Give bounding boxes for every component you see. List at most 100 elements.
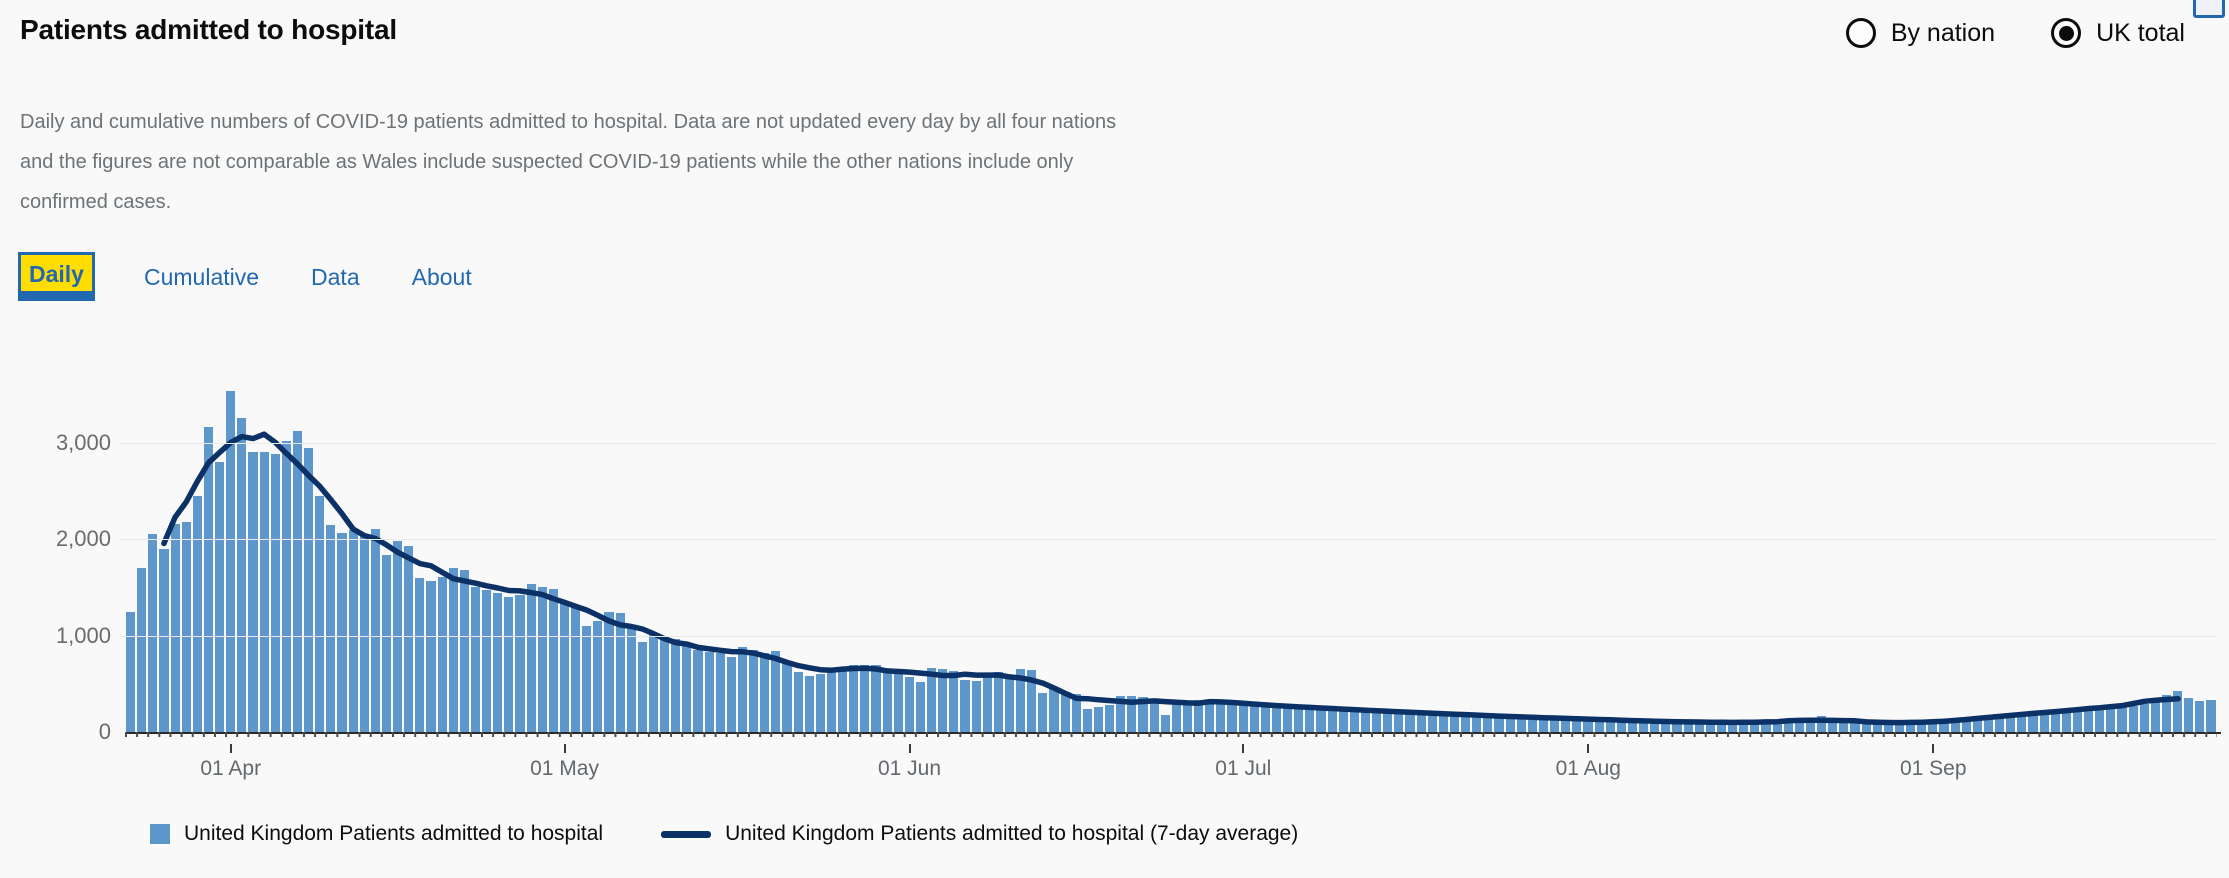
average-polyline — [161, 431, 2181, 726]
bar — [2106, 705, 2116, 732]
bar — [1917, 722, 1927, 732]
bar — [226, 390, 236, 732]
bar — [960, 679, 970, 732]
bar — [337, 533, 347, 732]
bar — [938, 669, 948, 732]
bar — [2061, 710, 2071, 732]
bar — [1538, 717, 1548, 732]
bar — [1494, 716, 1504, 732]
bar — [1828, 720, 1838, 732]
bar — [159, 548, 169, 732]
bar — [1939, 721, 1949, 732]
radio-uk-total[interactable]: UK total — [2051, 18, 2185, 48]
bar — [1928, 722, 1938, 732]
bar — [726, 656, 736, 732]
radio-by-nation-label: By nation — [1890, 18, 1996, 47]
bar — [2039, 712, 2049, 732]
bar — [715, 652, 725, 732]
bar — [1995, 716, 2005, 732]
bar — [849, 664, 859, 732]
bar — [1572, 718, 1582, 732]
gridline — [120, 442, 2217, 444]
bar — [660, 637, 670, 732]
bar — [426, 580, 436, 732]
bar — [1138, 697, 1148, 732]
bar — [704, 652, 714, 732]
bar — [1372, 710, 1382, 732]
legend-average-label: United Kingdom Patients admitted to hosp… — [725, 822, 1299, 845]
bar — [1739, 722, 1749, 732]
bar — [1783, 721, 1793, 732]
bar — [1060, 691, 1070, 732]
bar — [860, 665, 870, 732]
bar — [281, 440, 291, 732]
bar — [1906, 723, 1916, 732]
bar — [2095, 707, 2105, 732]
bar — [1883, 721, 1893, 732]
legend-item-daily: United Kingdom Patients admitted to hosp… — [150, 822, 603, 846]
tab-daily[interactable]: Daily — [18, 252, 95, 301]
bar — [515, 595, 525, 732]
y-axis-label: 2,000 — [55, 526, 111, 552]
bar — [1171, 702, 1181, 732]
gridline — [120, 539, 2217, 541]
tab-data[interactable]: Data — [311, 264, 360, 290]
bar — [192, 495, 202, 732]
bar — [1305, 707, 1315, 732]
bar — [259, 452, 269, 732]
tab-about[interactable]: About — [411, 264, 472, 290]
bar — [1071, 693, 1081, 732]
bar — [1349, 709, 1359, 732]
bar — [1583, 719, 1593, 732]
bar — [348, 529, 358, 732]
bar — [893, 671, 903, 732]
bar — [1728, 721, 1738, 732]
bar — [1527, 717, 1537, 732]
bar — [2184, 698, 2194, 732]
month-tick — [563, 744, 566, 753]
day-ticks — [125, 732, 2217, 737]
bar — [2050, 711, 2060, 732]
bar — [1705, 722, 1715, 732]
bar — [1483, 715, 1493, 732]
x-axis-label: 01 May — [530, 757, 599, 780]
bar — [637, 642, 647, 732]
bar — [749, 649, 759, 732]
bar — [437, 576, 447, 732]
tab-cumulative[interactable]: Cumulative — [143, 264, 260, 290]
bar — [1772, 721, 1782, 732]
bar — [1271, 705, 1281, 732]
radio-circle-icon[interactable] — [2051, 18, 2082, 48]
bar — [782, 661, 792, 732]
bar — [1505, 716, 1515, 732]
bar — [1194, 700, 1204, 732]
radio-by-nation[interactable]: By nation — [1845, 18, 1996, 48]
bar — [326, 524, 336, 732]
bar — [838, 668, 848, 732]
corner-button[interactable] — [2193, 0, 2225, 18]
radio-circle-icon[interactable] — [1845, 18, 1876, 48]
bar — [1639, 720, 1649, 732]
bar — [1016, 669, 1026, 732]
bar — [304, 447, 314, 732]
bar — [826, 671, 836, 732]
bar — [2017, 714, 2027, 732]
bar — [760, 652, 770, 732]
bar — [1616, 720, 1626, 732]
gridline — [120, 635, 2217, 637]
month-tick — [1242, 744, 1245, 753]
bar-swatch-icon — [150, 824, 170, 844]
bar — [1661, 721, 1671, 732]
bar — [170, 523, 180, 732]
bar — [815, 673, 825, 732]
bar — [1761, 722, 1771, 732]
bar — [1316, 707, 1326, 732]
bar — [1405, 712, 1415, 732]
line-swatch-icon — [661, 830, 712, 838]
chart-legend: United Kingdom Patients admitted to hosp… — [150, 822, 1298, 846]
bar — [1650, 721, 1660, 732]
bar — [982, 677, 992, 732]
bar — [248, 451, 258, 732]
bar — [1360, 710, 1370, 732]
page-description: Daily and cumulative numbers of COVID-19… — [20, 111, 1117, 213]
